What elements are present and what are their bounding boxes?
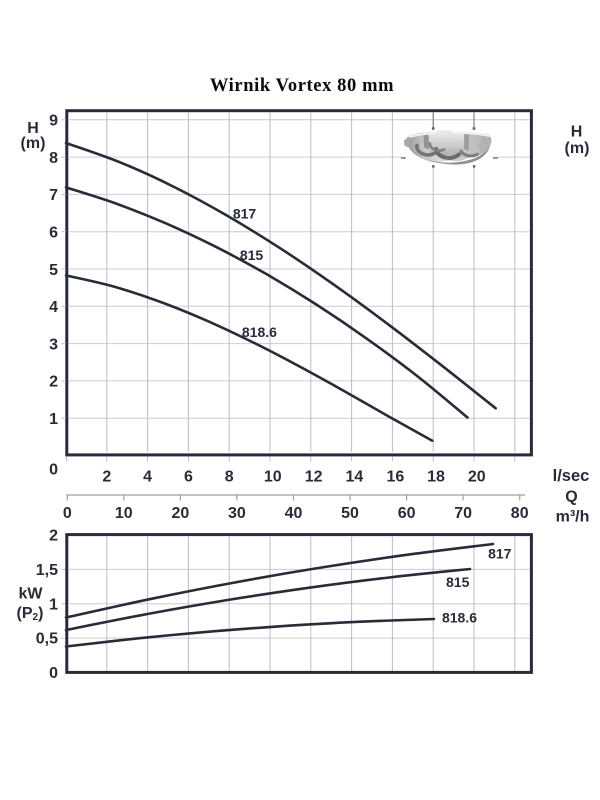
svg-text:10: 10	[264, 469, 282, 486]
svg-text:8: 8	[225, 469, 234, 486]
svg-text:817: 817	[488, 545, 512, 561]
svg-text:818.6: 818.6	[442, 610, 477, 626]
svg-text:16: 16	[387, 469, 405, 486]
svg-text:815: 815	[446, 574, 470, 590]
svg-text:9: 9	[49, 113, 58, 130]
svg-text:Q: Q	[565, 489, 577, 506]
svg-text:0: 0	[49, 665, 58, 682]
svg-text:4: 4	[49, 299, 58, 316]
svg-text:50: 50	[341, 505, 359, 522]
svg-text:Wirnik Vortex 80 mm: Wirnik Vortex 80 mm	[210, 76, 394, 96]
svg-text:3: 3	[49, 336, 58, 353]
svg-text:H: H	[571, 124, 583, 141]
svg-text:818.6: 818.6	[242, 324, 277, 340]
svg-text:kW: kW	[19, 586, 44, 603]
svg-text:14: 14	[346, 469, 364, 486]
svg-text:18: 18	[427, 469, 445, 486]
svg-text:815: 815	[240, 247, 264, 263]
svg-text:6: 6	[49, 225, 58, 242]
svg-text:80: 80	[511, 505, 529, 522]
svg-text:1,5: 1,5	[36, 562, 58, 579]
svg-text:20: 20	[468, 469, 486, 486]
svg-text:1: 1	[49, 411, 58, 428]
svg-text:(P2): (P2)	[17, 605, 44, 623]
svg-text:0: 0	[63, 505, 72, 522]
svg-text:0: 0	[49, 462, 58, 479]
svg-text:7: 7	[49, 187, 58, 204]
svg-text:4: 4	[143, 469, 152, 486]
svg-text:1: 1	[49, 596, 58, 613]
svg-text:30: 30	[228, 505, 246, 522]
svg-text:m³/h: m³/h	[556, 509, 590, 526]
svg-text:(m): (m)	[565, 140, 590, 157]
svg-text:2: 2	[49, 528, 58, 545]
svg-text:6: 6	[184, 469, 193, 486]
svg-text:(m): (m)	[21, 135, 46, 152]
svg-text:12: 12	[305, 469, 323, 486]
svg-text:l/sec: l/sec	[553, 467, 590, 485]
svg-text:8: 8	[49, 150, 58, 167]
svg-text:70: 70	[454, 505, 472, 522]
svg-text:2: 2	[49, 374, 58, 391]
svg-text:0,5: 0,5	[36, 631, 58, 648]
svg-text:10: 10	[115, 505, 133, 522]
svg-text:40: 40	[285, 505, 303, 522]
svg-text:817: 817	[233, 205, 257, 221]
svg-text:5: 5	[49, 262, 58, 279]
svg-text:60: 60	[398, 505, 416, 522]
svg-text:20: 20	[172, 505, 190, 522]
svg-text:H: H	[27, 120, 39, 137]
svg-text:2: 2	[102, 469, 111, 486]
